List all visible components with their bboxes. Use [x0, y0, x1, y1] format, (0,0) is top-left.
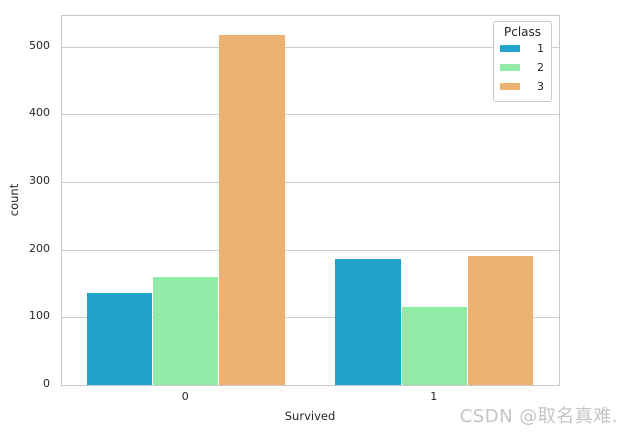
bar-survived-1-pclass-1 [335, 259, 401, 385]
legend-swatch-pclass-3 [500, 83, 520, 90]
gridline-200 [62, 249, 559, 251]
legend-item-pclass-3: 3 [494, 77, 551, 96]
bar-survived-0-pclass-2 [153, 276, 219, 385]
gridline-400 [62, 114, 559, 116]
x-tick-label-0: 0 [181, 390, 189, 403]
legend-label-pclass-2: 2 [537, 61, 544, 74]
legend-swatch-pclass-1 [500, 45, 520, 52]
legend-label-pclass-1: 1 [537, 42, 544, 55]
legend-label-pclass-3: 3 [537, 80, 544, 93]
y-tick-label-0: 0 [43, 377, 50, 390]
legend-items: 1 2 3 [494, 39, 551, 96]
y-tick-label-400: 400 [29, 106, 50, 120]
legend-swatch-pclass-2 [500, 64, 520, 71]
y-tick-label-300: 300 [29, 173, 50, 187]
legend-title: Pclass [503, 25, 542, 39]
gridline-300 [62, 181, 559, 183]
legend-item-pclass-1: 1 [494, 39, 551, 58]
y-axis-label: count [7, 183, 21, 217]
x-tick-label-1: 1 [430, 390, 438, 403]
y-tick-label-200: 200 [29, 241, 50, 255]
gridline-100 [62, 317, 559, 319]
bar-survived-0-pclass-3 [219, 35, 285, 385]
plot-area [61, 15, 560, 386]
legend: Pclass 1 2 3 [493, 21, 552, 102]
x-axis-label: Survived [284, 409, 336, 423]
bar-survived-1-pclass-2 [401, 306, 467, 385]
gridline-500 [62, 46, 559, 48]
watermark: CSDN @取名真难. [459, 406, 618, 427]
y-tick-label-100: 100 [29, 309, 50, 323]
y-tick-label-500: 500 [29, 38, 50, 52]
bar-survived-1-pclass-3 [467, 256, 534, 385]
legend-item-pclass-2: 2 [494, 58, 551, 77]
bar-survived-0-pclass-1 [86, 292, 153, 385]
